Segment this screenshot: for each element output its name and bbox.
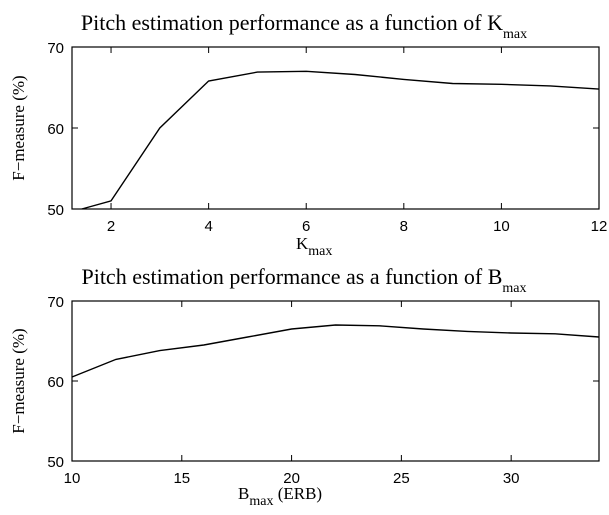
x-tick-label: 4 [204,218,212,235]
series [71,324,600,378]
x-tick-label: 8 [400,218,408,235]
y-tick-label: 60 [47,374,64,391]
chart-title: Pitch estimation performance as a functi… [81,264,526,296]
chart-b-max: Pitch estimation performance as a functi… [9,264,600,509]
x-tick-label: 12 [591,218,608,235]
y-tick-label: 70 [47,40,64,57]
x-tick-label: 30 [503,470,520,487]
chart-k-max: Pitch estimation performance as a functi… [9,10,607,259]
axis-ticks: 10 15 20 25 30 50 60 70 [47,294,599,487]
x-tick-label: 15 [173,470,190,487]
y-tick-label: 50 [47,202,64,219]
x-tick-label: 2 [107,218,115,235]
series [81,70,600,210]
axis-ticks: 2 4 6 8 10 12 50 60 70 [47,40,607,235]
y-tick-label: 50 [47,454,64,471]
x-tick-label: 10 [493,218,510,235]
y-tick-label: 60 [47,121,64,138]
x-tick-label: 20 [283,470,300,487]
series-line [81,70,600,210]
x-tick-label: 25 [393,470,410,487]
x-tick-label: 6 [302,218,310,235]
x-axis-label: Bmax (ERB) [238,484,322,509]
series-line [71,324,600,378]
y-axis-label: F−measure (%) [9,75,28,180]
y-axis-label: F−measure (%) [9,328,28,433]
y-tick-label: 70 [47,294,64,311]
chart-title: Pitch estimation performance as a functi… [81,10,527,42]
x-tick-label: 10 [64,470,81,487]
x-axis-label: Kmax [296,234,332,259]
plot-frame [71,46,600,210]
